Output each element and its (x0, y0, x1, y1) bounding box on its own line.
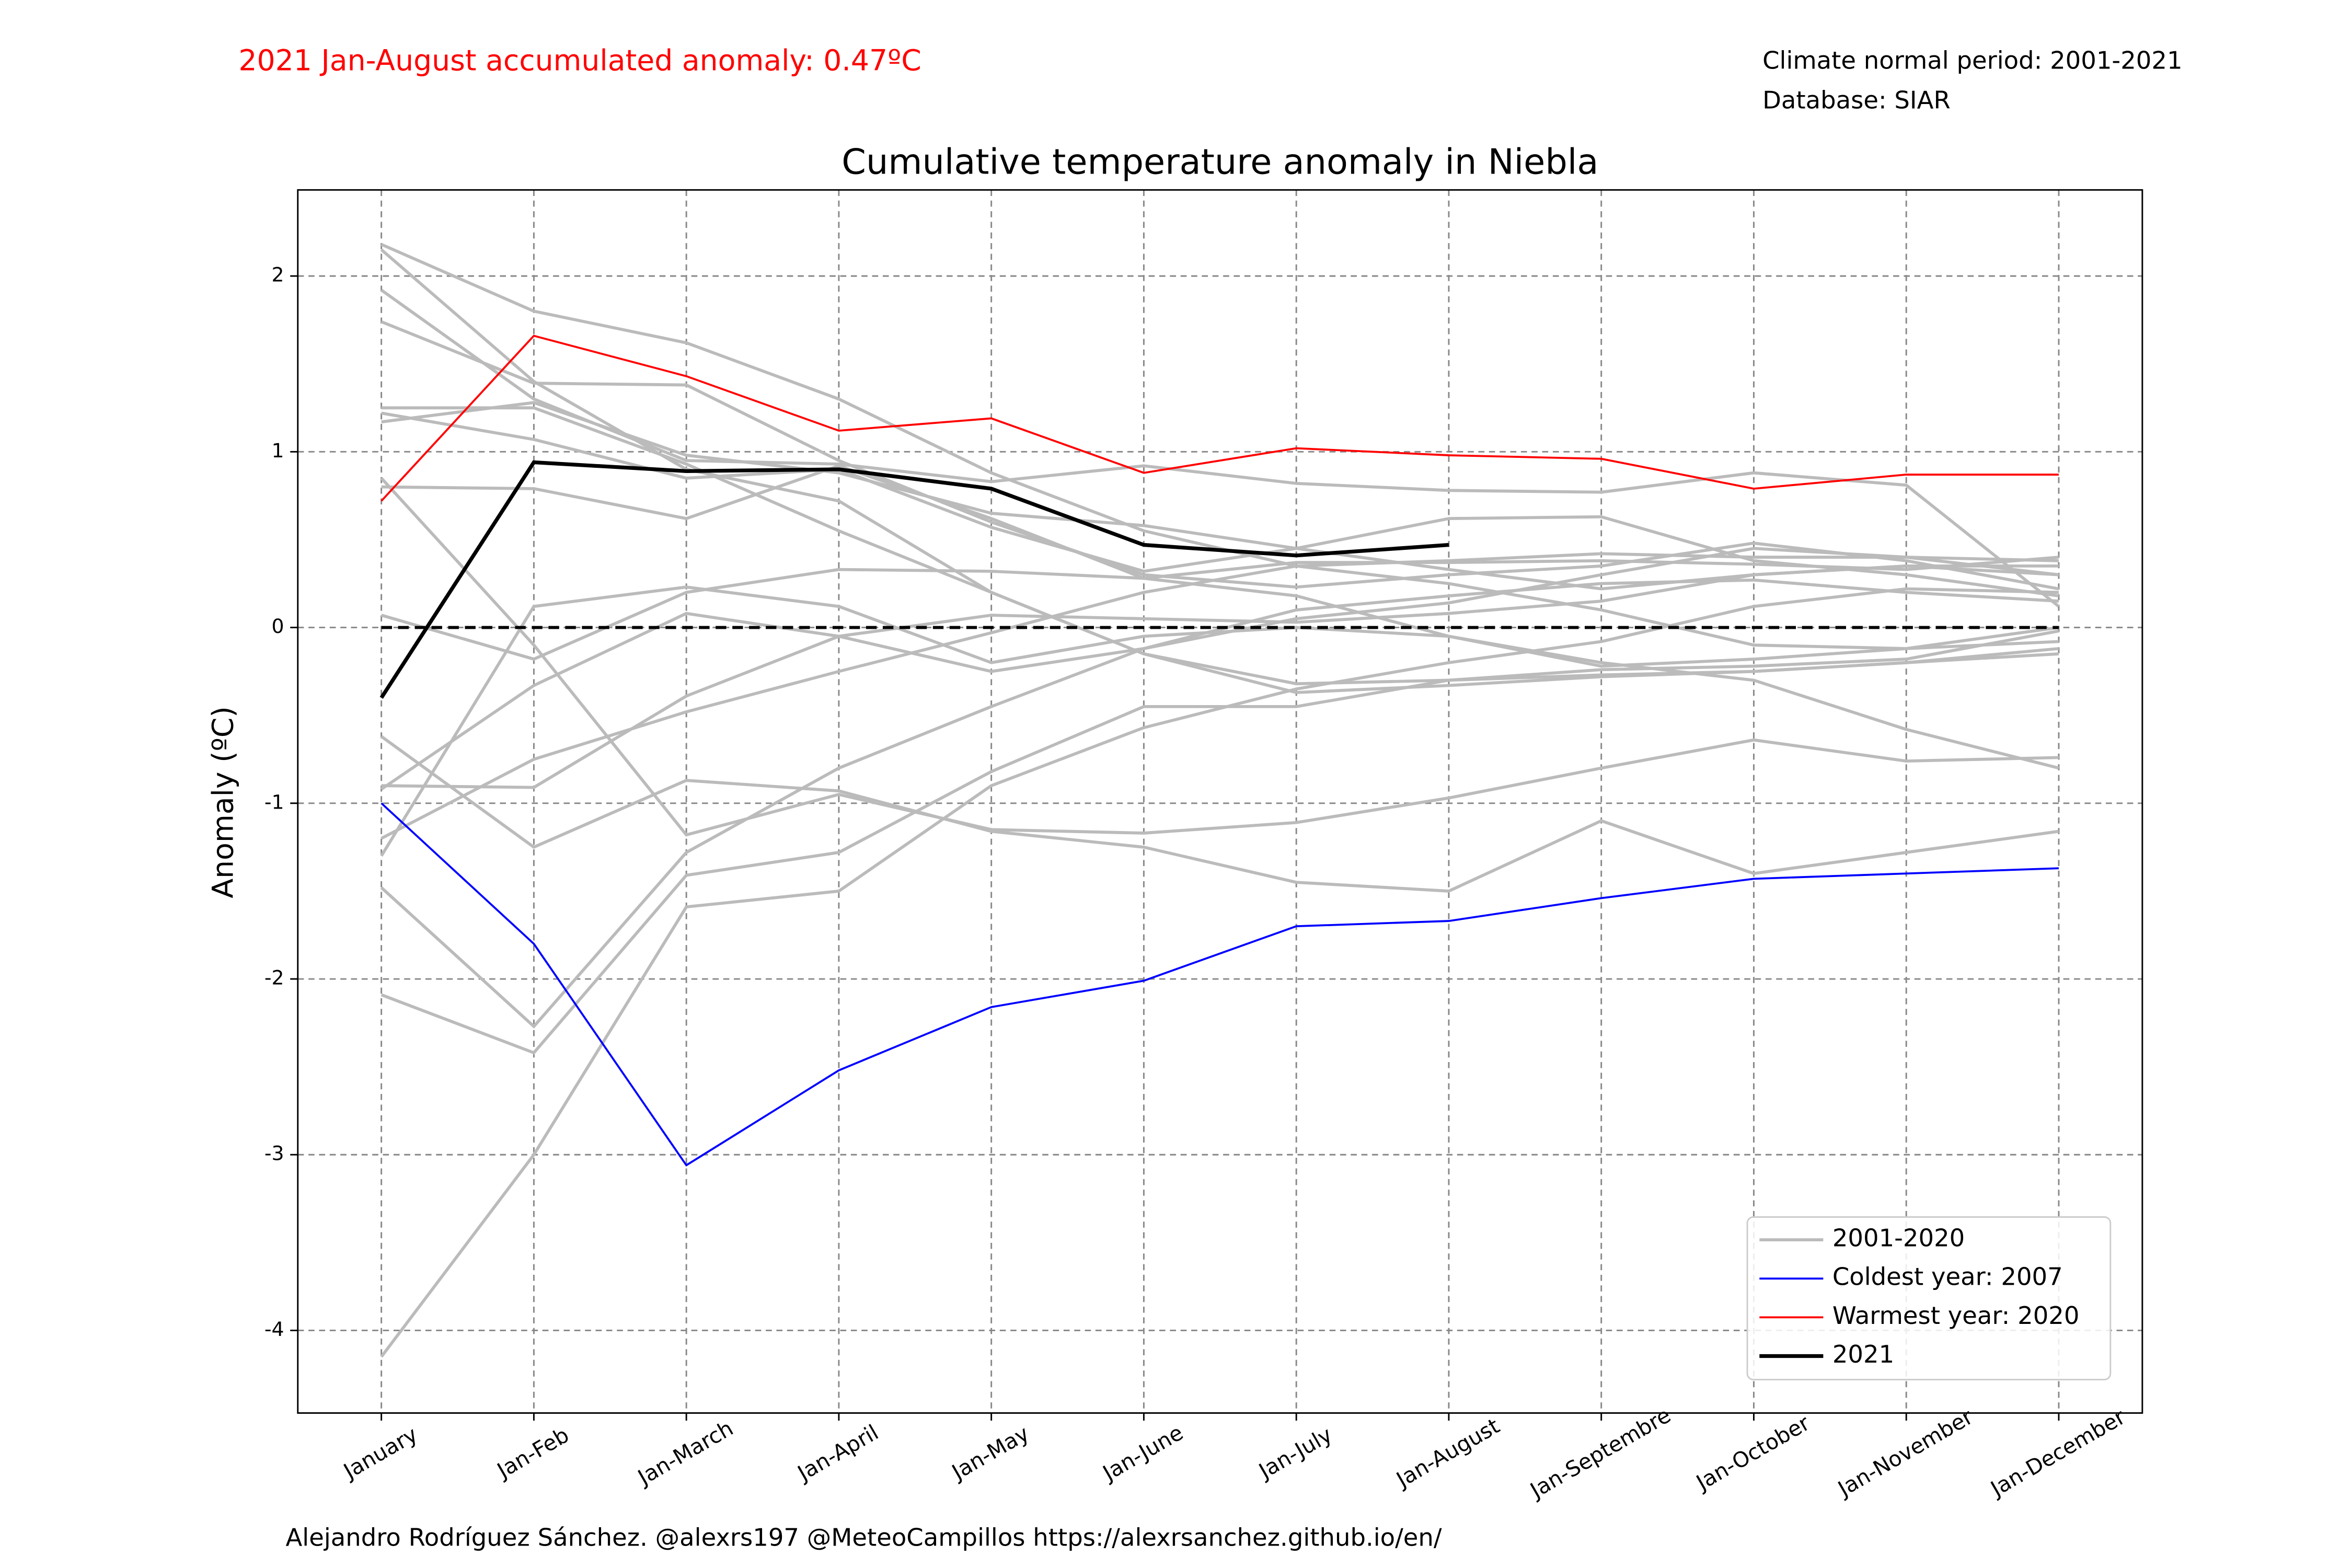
series-line (381, 335, 2059, 502)
credit: Alejandro Rodríguez Sánchez. @alexrs197 … (286, 1523, 1442, 1551)
legend-label: Warmest year: 2020 (1832, 1301, 2080, 1330)
legend-label: 2001-2020 (1832, 1224, 1965, 1252)
legend-label: 2021 (1832, 1340, 1894, 1368)
y-tick-label: -2 (264, 966, 284, 989)
x-tick-label: January (338, 1422, 422, 1484)
x-tick-label: Jan-November (1832, 1404, 1977, 1502)
y-tick-label: -1 (264, 790, 284, 813)
y-tick-label: 2 (272, 263, 284, 286)
series-line (379, 460, 1449, 699)
legend-label: Coldest year: 2007 (1832, 1263, 2063, 1291)
legend-box (1746, 1216, 2112, 1380)
x-tick-label: Jan-October (1691, 1410, 1814, 1496)
y-axis-label: Anomaly (ºC) (206, 706, 240, 898)
series-line (381, 629, 2059, 1055)
plot-frame (297, 189, 2143, 1414)
series-line (381, 802, 2059, 1167)
x-tick-label: Jan-August (1391, 1413, 1504, 1493)
y-tick-label: 1 (272, 439, 284, 462)
series-line (381, 464, 2059, 770)
series-line (381, 556, 2059, 661)
x-tick-label: Jan-April (792, 1420, 882, 1486)
series-line (380, 585, 2059, 857)
x-tick-label: Jan-Feb (492, 1422, 573, 1484)
series-line (381, 547, 2059, 791)
series-line (381, 406, 2059, 694)
series-line (381, 411, 2059, 597)
series-line (380, 289, 2060, 608)
x-tick-label: Jan-March (632, 1415, 737, 1491)
chart-title: Cumulative temperature anomaly in Niebla (841, 142, 1598, 182)
y-tick-label: -4 (264, 1318, 284, 1341)
x-tick-label: Jan-Septembre (1525, 1402, 1675, 1504)
note: Database: SIAR (1762, 86, 1951, 114)
series-line (381, 564, 2059, 789)
annotation: 2021 Jan-August accumulated anomaly: 0.4… (238, 44, 921, 77)
series-line (380, 735, 2059, 893)
x-tick-label: Jan-June (1097, 1420, 1187, 1486)
y-tick-label: -3 (264, 1142, 284, 1165)
series-line (380, 477, 2059, 837)
series-line (380, 587, 2059, 1358)
series-line (381, 320, 2059, 591)
series-line (380, 578, 2059, 1029)
y-tick-label: 0 (272, 615, 284, 638)
x-tick-label: Jan-December (1985, 1404, 2130, 1502)
x-tick-label: Jan-May (947, 1421, 1033, 1485)
series-line (381, 552, 2059, 840)
x-tick-label: Jan-July (1253, 1422, 1336, 1484)
note: Climate normal period: 2001-2021 (1762, 47, 2182, 75)
